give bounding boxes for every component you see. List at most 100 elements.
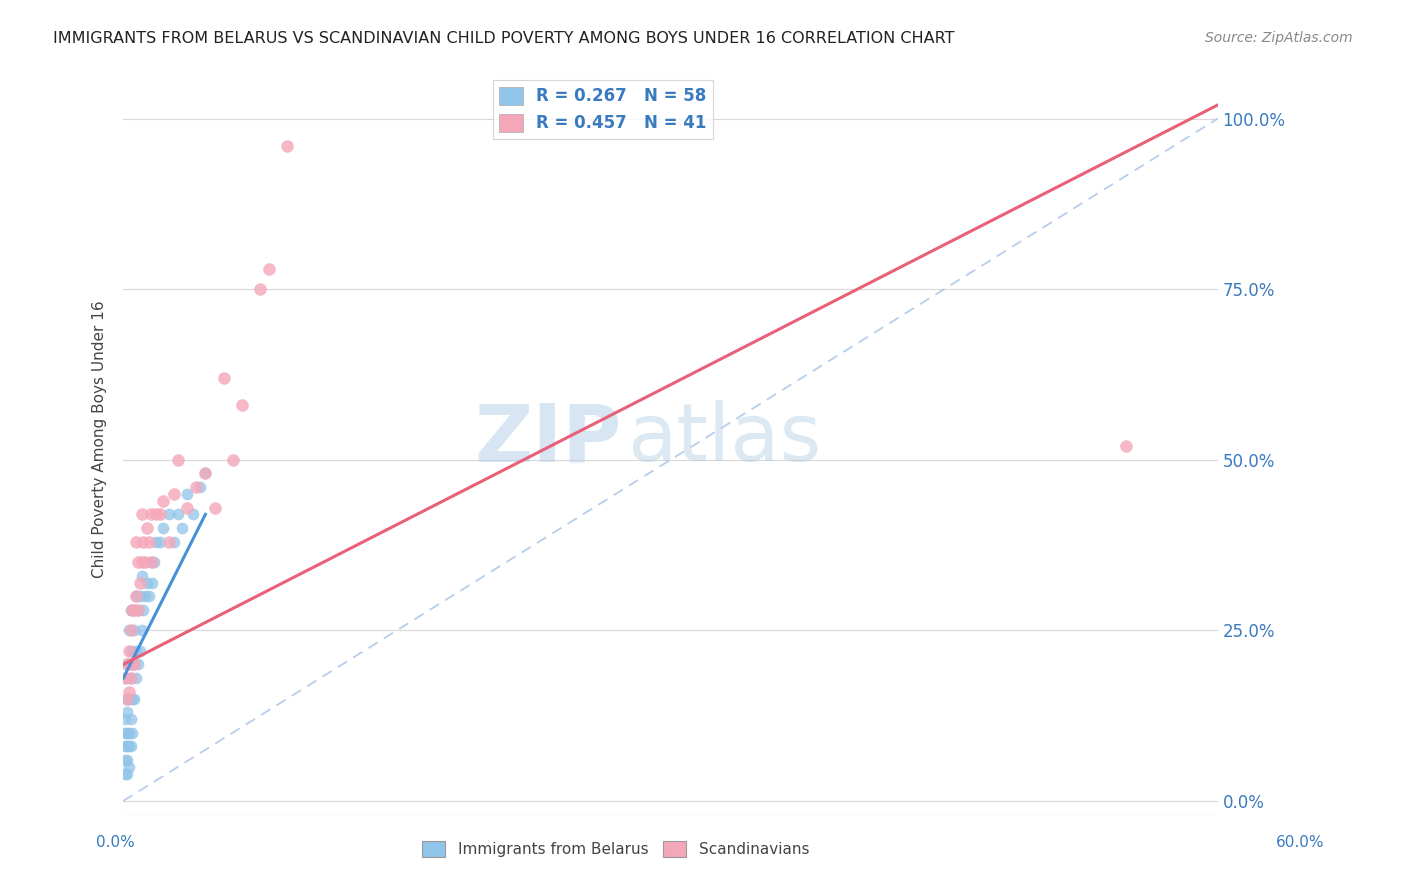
Point xyxy=(128,589,150,603)
Point xyxy=(157,508,180,522)
Point xyxy=(125,534,148,549)
Point xyxy=(176,500,198,515)
Point xyxy=(121,603,143,617)
Point xyxy=(163,487,186,501)
Point xyxy=(134,589,156,603)
Point xyxy=(181,508,204,522)
Point xyxy=(122,657,145,672)
Point xyxy=(276,139,298,153)
Point xyxy=(128,575,150,590)
Point xyxy=(257,261,280,276)
Point xyxy=(134,555,156,569)
Point xyxy=(125,589,148,603)
Point xyxy=(118,644,141,658)
Point xyxy=(114,739,136,754)
Point xyxy=(127,603,149,617)
Point xyxy=(121,657,143,672)
Point xyxy=(121,603,143,617)
Point xyxy=(115,691,138,706)
Point xyxy=(167,452,190,467)
Point xyxy=(152,493,174,508)
Point xyxy=(132,534,155,549)
Point xyxy=(122,603,145,617)
Point xyxy=(115,753,138,767)
Point xyxy=(115,739,138,754)
Point xyxy=(136,521,159,535)
Point xyxy=(115,725,138,739)
Point xyxy=(131,568,153,582)
Text: atlas: atlas xyxy=(627,401,821,478)
Point xyxy=(141,555,163,569)
Text: IMMIGRANTS FROM BELARUS VS SCANDINAVIAN CHILD POVERTY AMONG BOYS UNDER 16 CORREL: IMMIGRANTS FROM BELARUS VS SCANDINAVIAN … xyxy=(53,31,955,46)
Point xyxy=(122,657,145,672)
Point xyxy=(176,487,198,501)
Point xyxy=(120,644,142,658)
Point xyxy=(125,671,148,685)
Y-axis label: Child Poverty Among Boys Under 16: Child Poverty Among Boys Under 16 xyxy=(93,301,107,578)
Point xyxy=(149,508,172,522)
Point xyxy=(132,603,155,617)
Point xyxy=(231,398,253,412)
Point xyxy=(149,534,172,549)
Point xyxy=(170,521,193,535)
Point xyxy=(138,534,160,549)
Point xyxy=(118,691,141,706)
Point xyxy=(118,657,141,672)
Point xyxy=(194,467,217,481)
Point xyxy=(121,691,143,706)
Point xyxy=(120,671,142,685)
Point xyxy=(114,712,136,726)
Point xyxy=(120,739,142,754)
Point xyxy=(120,624,142,638)
Point xyxy=(167,508,190,522)
Point xyxy=(118,739,141,754)
Point xyxy=(127,555,149,569)
Point xyxy=(114,671,136,685)
Point xyxy=(114,766,136,780)
Point xyxy=(118,760,141,774)
Text: 60.0%: 60.0% xyxy=(1277,836,1324,850)
Point xyxy=(127,603,149,617)
Point xyxy=(249,282,271,296)
Point xyxy=(118,624,141,638)
Point xyxy=(188,480,211,494)
Point xyxy=(131,555,153,569)
Point xyxy=(118,685,141,699)
Point xyxy=(125,589,148,603)
Point xyxy=(120,603,142,617)
Point xyxy=(141,575,163,590)
Point xyxy=(115,657,138,672)
Point xyxy=(131,508,153,522)
Point xyxy=(139,508,162,522)
Point xyxy=(139,555,162,569)
Point xyxy=(145,508,167,522)
Point xyxy=(194,467,217,481)
Point xyxy=(115,691,138,706)
Point xyxy=(136,575,159,590)
Point xyxy=(143,555,166,569)
Point xyxy=(222,452,245,467)
Legend: R = 0.267   N = 58, R = 0.457   N = 41: R = 0.267 N = 58, R = 0.457 N = 41 xyxy=(492,80,713,139)
Point xyxy=(121,657,143,672)
Point xyxy=(138,589,160,603)
Point xyxy=(115,705,138,719)
Point xyxy=(204,500,226,515)
Point xyxy=(131,624,153,638)
Point xyxy=(186,480,208,494)
Point xyxy=(163,534,186,549)
Point xyxy=(1115,439,1137,453)
Text: ZIP: ZIP xyxy=(474,401,621,478)
Point xyxy=(145,534,167,549)
Text: 0.0%: 0.0% xyxy=(96,836,135,850)
Point xyxy=(114,725,136,739)
Point xyxy=(125,644,148,658)
Point xyxy=(115,766,138,780)
Point xyxy=(127,657,149,672)
Point xyxy=(120,712,142,726)
Point xyxy=(121,725,143,739)
Point xyxy=(122,691,145,706)
Point xyxy=(152,521,174,535)
Point xyxy=(128,644,150,658)
Point xyxy=(114,753,136,767)
Point xyxy=(118,725,141,739)
